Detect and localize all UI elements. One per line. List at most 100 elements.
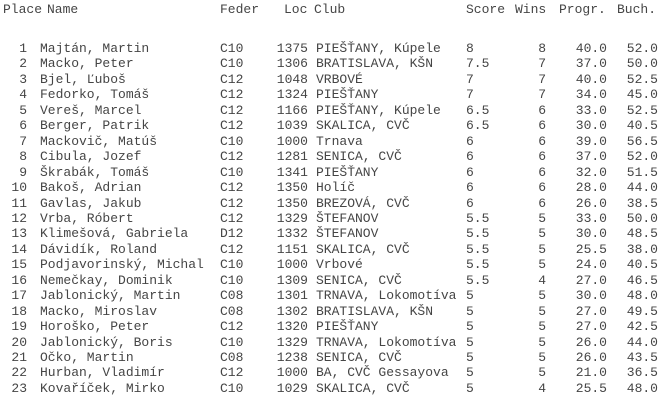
table-row: 12 Vrba, Róbert C12 1329 ŠTEFANOV 5.5 5 … <box>0 211 661 226</box>
cell-place: 3 <box>19 71 27 87</box>
cell-place: 16 <box>11 272 27 288</box>
cell-wins: 5 <box>538 226 546 242</box>
cell-wins: 5 <box>538 241 546 257</box>
cell-feder: C10 <box>220 133 244 149</box>
cell-score: 6 <box>466 195 474 211</box>
cell-name: Nemečkay, Dominik <box>40 272 173 288</box>
cell-name: Gavlas, Jakub <box>40 195 142 211</box>
cell-score: 5.5 <box>466 226 490 242</box>
cell-feder: C10 <box>220 272 244 288</box>
cell-club: TRNAVA, Lokomotíva <box>316 334 457 350</box>
cell-wins: 5 <box>538 319 546 335</box>
table-row: 10 Bakoš, Adrian C12 1350 Holíč 6 6 28.0… <box>0 180 661 195</box>
cell-buch: 48.0 <box>626 288 658 304</box>
cell-feder: C12 <box>220 195 244 211</box>
cell-buch: 38.5 <box>626 195 658 211</box>
cell-feder: C12 <box>220 71 244 87</box>
cell-wins: 7 <box>538 87 546 103</box>
cell-score: 6 <box>466 180 474 196</box>
cell-buch: 40.5 <box>626 257 658 273</box>
table-row: 8 Cibula, Jozef C12 1281 SENICA, CVČ 6 6… <box>0 149 661 164</box>
table-row: 5 Vereš, Marcel C12 1166 PIEŠŤANY, Kúpel… <box>0 103 661 118</box>
cell-loc: 1281 <box>276 149 308 165</box>
cell-name: Macko, Miroslav <box>40 303 158 319</box>
cell-wins: 8 <box>538 41 546 56</box>
cell-wins: 7 <box>538 71 546 87</box>
cell-score: 5 <box>466 288 474 304</box>
cell-feder: C12 <box>220 241 244 257</box>
cell-score: 5 <box>466 319 474 335</box>
cell-club: BREZOVÁ, CVČ <box>316 195 410 211</box>
cell-place: 19 <box>11 319 27 335</box>
cell-buch: 52.0 <box>626 149 658 165</box>
cell-progr: 21.0 <box>575 365 607 381</box>
table-header-row: Place Name Feder Loc Club Score Wins Pro… <box>0 2 661 17</box>
cell-club: PIEŠŤANY <box>316 87 379 103</box>
cell-buch: 46.5 <box>626 272 658 288</box>
cell-wins: 5 <box>538 303 546 319</box>
cell-progr: 34.0 <box>575 87 607 103</box>
cell-buch: 40.5 <box>626 118 658 134</box>
cell-score: 5 <box>466 303 474 319</box>
cell-loc: 1306 <box>276 56 308 72</box>
table-row: 4 Fedorko, Tomáš C12 1324 PIEŠŤANY 7 7 3… <box>0 87 661 102</box>
cell-club: PIEŠŤANY, Kúpele <box>316 41 441 56</box>
table-row: 17 Jablonický, Martin C08 1301 TRNAVA, L… <box>0 288 661 303</box>
cell-buch: 52.0 <box>626 41 658 56</box>
cell-place: 21 <box>11 350 27 365</box>
cell-progr: 30.0 <box>575 288 607 304</box>
header-score: Score <box>466 2 506 17</box>
cell-place: 4 <box>19 87 27 103</box>
cell-wins: 7 <box>538 56 546 72</box>
table-row: 6 Berger, Patrik C12 1039 SKALICA, CVČ 6… <box>0 118 661 133</box>
cell-score: 6.5 <box>466 102 490 118</box>
cell-club: TRNAVA, Lokomotíva <box>316 288 457 304</box>
header-place: Place <box>3 2 43 17</box>
cell-loc: 1301 <box>276 288 308 304</box>
cell-place: 22 <box>11 365 27 381</box>
cell-progr: 40.0 <box>575 71 607 87</box>
cell-buch: 48.0 <box>626 380 658 396</box>
cell-score: 6 <box>466 149 474 165</box>
cell-place: 11 <box>11 195 27 211</box>
cell-progr: 33.0 <box>575 102 607 118</box>
cell-score: 6.5 <box>466 118 490 134</box>
cell-buch: 43.5 <box>626 350 658 365</box>
cell-club: SKALICA, CVČ <box>316 118 410 134</box>
cell-place: 13 <box>11 226 27 242</box>
cell-feder: C12 <box>220 319 244 335</box>
cell-buch: 45.0 <box>626 87 658 103</box>
header-loc: Loc <box>284 2 308 17</box>
cell-club: ŠTEFANOV <box>316 210 379 226</box>
cell-place: 12 <box>11 210 27 226</box>
cell-place: 10 <box>11 180 27 196</box>
cell-place: 9 <box>19 164 27 180</box>
cell-loc: 1039 <box>276 118 308 134</box>
cell-feder: C10 <box>220 56 244 72</box>
cell-progr: 25.5 <box>575 241 607 257</box>
table-row: 2 Macko, Peter C10 1306 BRATISLAVA, KŠN … <box>0 56 661 71</box>
cell-wins: 4 <box>538 272 546 288</box>
cell-score: 5 <box>466 350 474 365</box>
cell-wins: 5 <box>538 350 546 365</box>
cell-buch: 50.0 <box>626 210 658 226</box>
cell-progr: 26.0 <box>575 334 607 350</box>
header-wins: Wins <box>515 2 547 17</box>
table-row: 9 Škrabák, Tomáš C10 1341 PIEŠŤANY 6 6 3… <box>0 165 661 180</box>
cell-name: Bjel, Ľuboš <box>40 71 126 87</box>
cell-club: BA, CVČ Gessayova <box>316 365 449 381</box>
cell-club: BRATISLAVA, KŠN <box>316 56 434 72</box>
cell-score: 6 <box>466 164 474 180</box>
cell-progr: 32.0 <box>575 164 607 180</box>
cell-place: 5 <box>19 102 27 118</box>
cell-progr: 26.0 <box>575 195 607 211</box>
cell-loc: 1375 <box>276 41 308 56</box>
cell-progr: 28.0 <box>575 180 607 196</box>
cell-loc: 1329 <box>276 210 308 226</box>
cell-progr: 30.0 <box>575 226 607 242</box>
cell-buch: 42.5 <box>626 319 658 335</box>
cell-name: Klimešová, Gabriela <box>40 226 189 242</box>
cell-feder: C08 <box>220 303 244 319</box>
cell-name: Mackovič, Matúš <box>40 133 158 149</box>
